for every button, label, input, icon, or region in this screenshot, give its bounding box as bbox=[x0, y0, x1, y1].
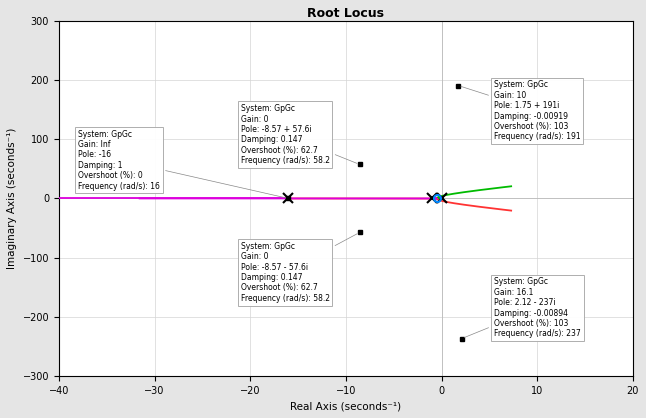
X-axis label: Real Axis (seconds⁻¹): Real Axis (seconds⁻¹) bbox=[290, 401, 401, 411]
Text: System: GpGc
Gain: 10
Pole: 1.75 + 191i
Damping: -0.00919
Overshoot (%): 103
Fre: System: GpGc Gain: 10 Pole: 1.75 + 191i … bbox=[461, 80, 581, 141]
Title: Root Locus: Root Locus bbox=[307, 7, 384, 20]
Text: System: GpGc
Gain: 16.1
Pole: 2.12 - 237i
Damping: -0.00894
Overshoot (%): 103
F: System: GpGc Gain: 16.1 Pole: 2.12 - 237… bbox=[464, 277, 581, 338]
Text: System: GpGc
Gain: 0
Pole: -8.57 - 57.6i
Damping: 0.147
Overshoot (%): 62.7
Freq: System: GpGc Gain: 0 Pole: -8.57 - 57.6i… bbox=[240, 234, 357, 303]
Y-axis label: Imaginary Axis (seconds⁻¹): Imaginary Axis (seconds⁻¹) bbox=[7, 128, 17, 269]
Text: System: GpGc
Gain: Inf
Pole: -16
Damping: 1
Overshoot (%): 0
Frequency (rad/s): : System: GpGc Gain: Inf Pole: -16 Damping… bbox=[78, 130, 286, 198]
Text: System: GpGc
Gain: 0
Pole: -8.57 + 57.6i
Damping: 0.147
Overshoot (%): 62.7
Freq: System: GpGc Gain: 0 Pole: -8.57 + 57.6i… bbox=[240, 104, 357, 165]
